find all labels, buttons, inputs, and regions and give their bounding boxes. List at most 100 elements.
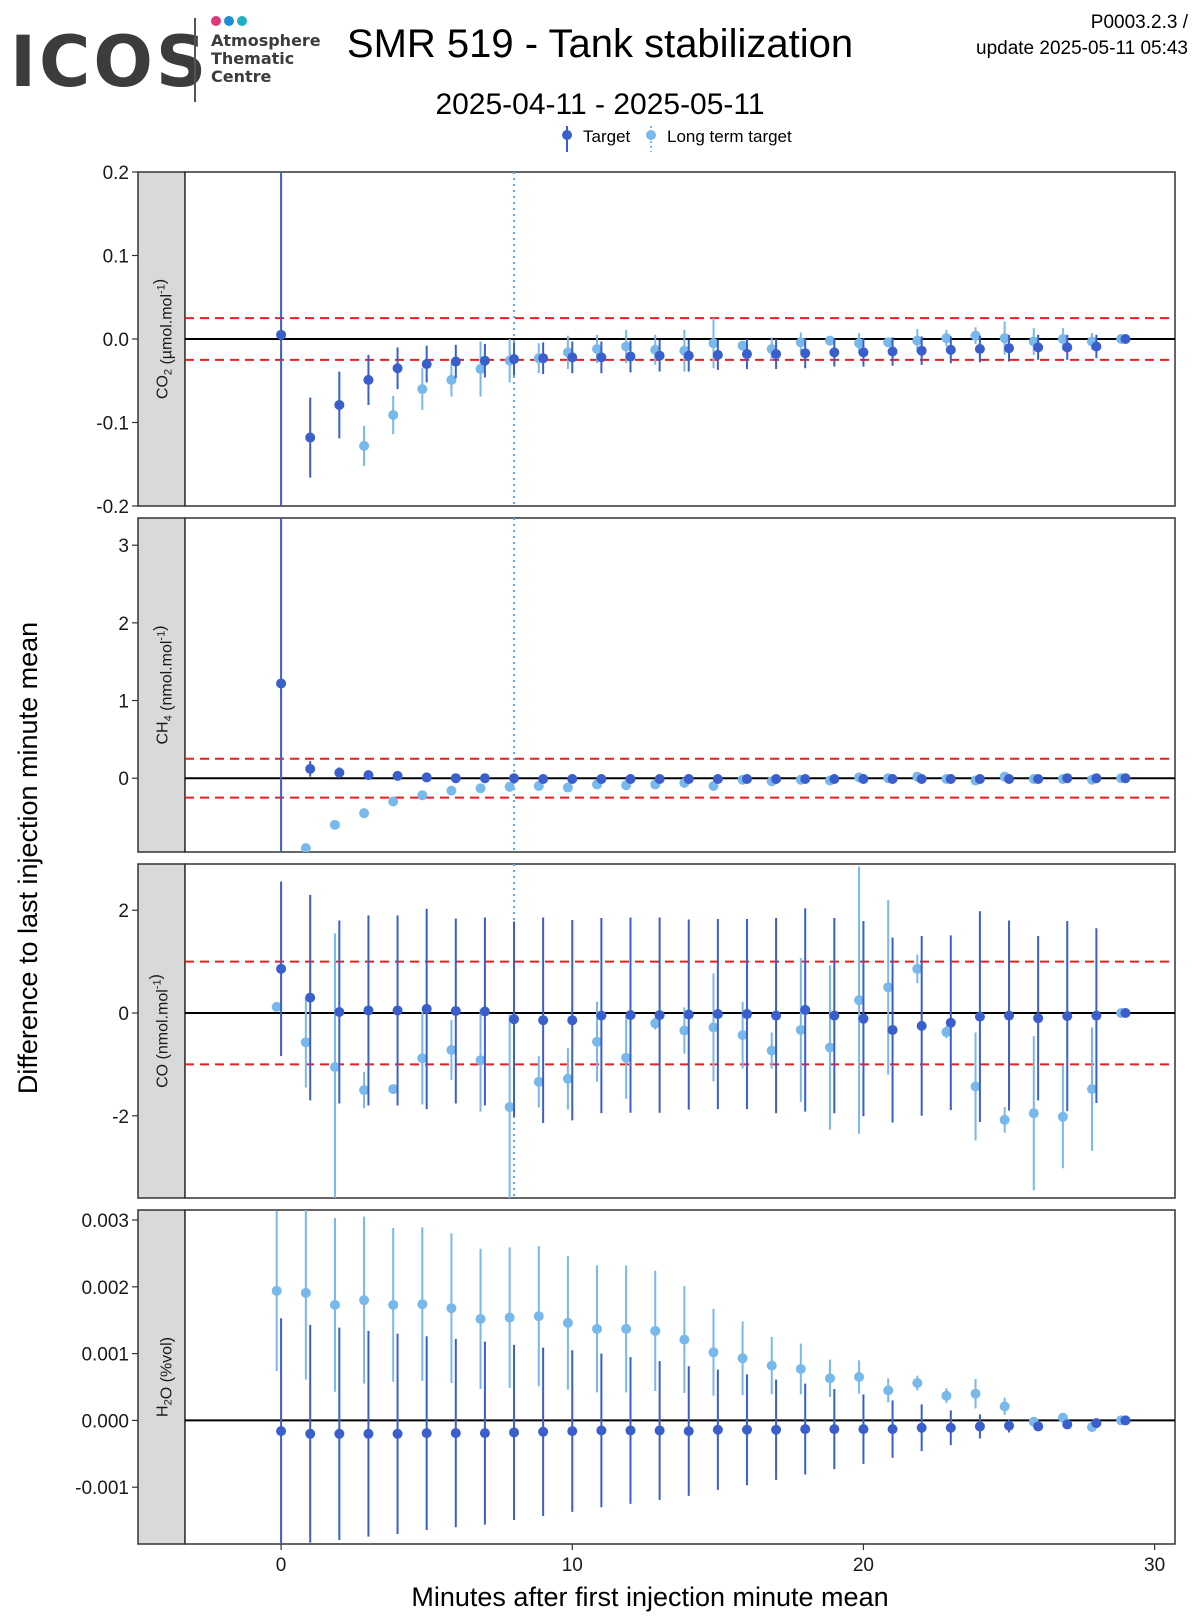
target-point xyxy=(741,1009,752,1020)
x-tick-label: 20 xyxy=(853,1555,874,1576)
long-term-point xyxy=(912,963,923,974)
long-term-point xyxy=(795,1363,806,1374)
target-point xyxy=(363,1428,374,1439)
target-point xyxy=(887,1424,898,1435)
long-term-point xyxy=(446,785,457,796)
target-point xyxy=(421,1003,432,1014)
long-term-point xyxy=(970,1081,981,1092)
long-term-point xyxy=(533,1311,544,1322)
panel-marks xyxy=(185,1210,1175,1544)
target-point xyxy=(974,1421,985,1432)
long-term-point xyxy=(562,1317,573,1328)
long-term-point xyxy=(1057,334,1068,344)
target-point xyxy=(771,1424,782,1435)
target-point xyxy=(974,344,985,355)
long-term-point xyxy=(329,819,340,830)
long-term-point xyxy=(446,1303,457,1314)
target-point xyxy=(567,1426,578,1437)
y-tick-label: 0.003 xyxy=(81,1211,129,1232)
target-point xyxy=(625,1010,636,1021)
product-code: P0003.2.3 / xyxy=(1090,12,1188,33)
long-term-point xyxy=(708,1022,719,1033)
target-point xyxy=(916,345,927,356)
logo-sub-1: Atmosphere xyxy=(211,31,321,50)
target-point xyxy=(945,1017,956,1028)
target-point xyxy=(1091,773,1102,784)
long-term-point xyxy=(621,1052,632,1063)
target-point xyxy=(741,773,752,784)
date-range: 2025-04-11 - 2025-05-11 xyxy=(435,88,765,121)
y-tick-label: 0.000 xyxy=(81,1411,129,1432)
long-term-point xyxy=(1028,1108,1039,1119)
y-tick-label: 0.2 xyxy=(103,163,129,184)
target-point xyxy=(1120,334,1131,344)
target-point xyxy=(538,773,549,784)
long-term-point xyxy=(999,1114,1010,1125)
target-point xyxy=(1120,1415,1131,1426)
target-point xyxy=(596,1425,607,1436)
target-point xyxy=(392,770,403,781)
long-term-point xyxy=(300,1287,311,1298)
target-point xyxy=(1004,1010,1015,1021)
target-point xyxy=(858,773,869,784)
long-term-point xyxy=(679,1025,690,1036)
icos-logo: ICOS Atmosphere Thematic Centre xyxy=(10,16,321,103)
target-point xyxy=(450,1005,461,1016)
long-term-point xyxy=(271,1285,282,1296)
target-point xyxy=(509,354,520,365)
legend-label: Target xyxy=(583,127,631,146)
target-point xyxy=(858,1013,869,1024)
long-term-point xyxy=(999,1401,1010,1412)
target-point xyxy=(1033,342,1044,353)
long-term-point xyxy=(533,1076,544,1087)
target-point xyxy=(858,347,869,358)
target-point xyxy=(479,1428,490,1439)
target-point xyxy=(1004,1420,1015,1431)
target-point xyxy=(1062,342,1073,353)
long-term-point xyxy=(970,1388,981,1399)
long-term-point xyxy=(883,1385,894,1396)
target-point xyxy=(450,773,461,784)
legend-key-point xyxy=(646,130,656,140)
target-point xyxy=(800,773,811,784)
target-point xyxy=(538,1015,549,1026)
long-term-point xyxy=(912,335,923,346)
long-term-point xyxy=(359,440,370,451)
target-point xyxy=(1004,343,1015,354)
target-point xyxy=(363,374,374,385)
update-info: P0003.2.3 / update 2025-05-11 05:43 xyxy=(976,10,1188,62)
target-point xyxy=(858,1424,869,1435)
long-term-point xyxy=(446,1045,457,1056)
target-point xyxy=(276,329,287,340)
target-point xyxy=(945,344,956,355)
target-point xyxy=(887,773,898,784)
long-term-point xyxy=(854,995,865,1006)
long-term-point xyxy=(621,1323,632,1334)
target-point xyxy=(1062,773,1073,784)
x-axis-title: Minutes after first injection minute mea… xyxy=(411,1582,888,1612)
target-point xyxy=(1033,1421,1044,1432)
target-point xyxy=(509,1014,520,1025)
long-term-point xyxy=(592,1036,603,1047)
logo-sub-3: Centre xyxy=(211,67,272,86)
long-term-point xyxy=(795,337,806,348)
target-point xyxy=(771,773,782,784)
target-point xyxy=(829,1424,840,1435)
long-term-point xyxy=(359,1085,370,1096)
target-point xyxy=(712,349,723,360)
y-tick-label: -2 xyxy=(112,1107,129,1128)
panel-strip xyxy=(137,863,186,1199)
target-point xyxy=(945,773,956,784)
target-point xyxy=(625,773,636,784)
target-point xyxy=(567,352,578,363)
target-point xyxy=(1004,773,1015,784)
long-term-point xyxy=(417,384,428,395)
long-term-point xyxy=(592,1323,603,1334)
long-term-point xyxy=(795,1024,806,1035)
long-term-point xyxy=(300,843,311,852)
y-tick-label: 0 xyxy=(118,769,129,790)
long-term-point xyxy=(854,1372,865,1382)
long-term-point xyxy=(912,1378,923,1389)
long-term-point xyxy=(475,1313,486,1324)
long-term-point xyxy=(650,1325,661,1336)
